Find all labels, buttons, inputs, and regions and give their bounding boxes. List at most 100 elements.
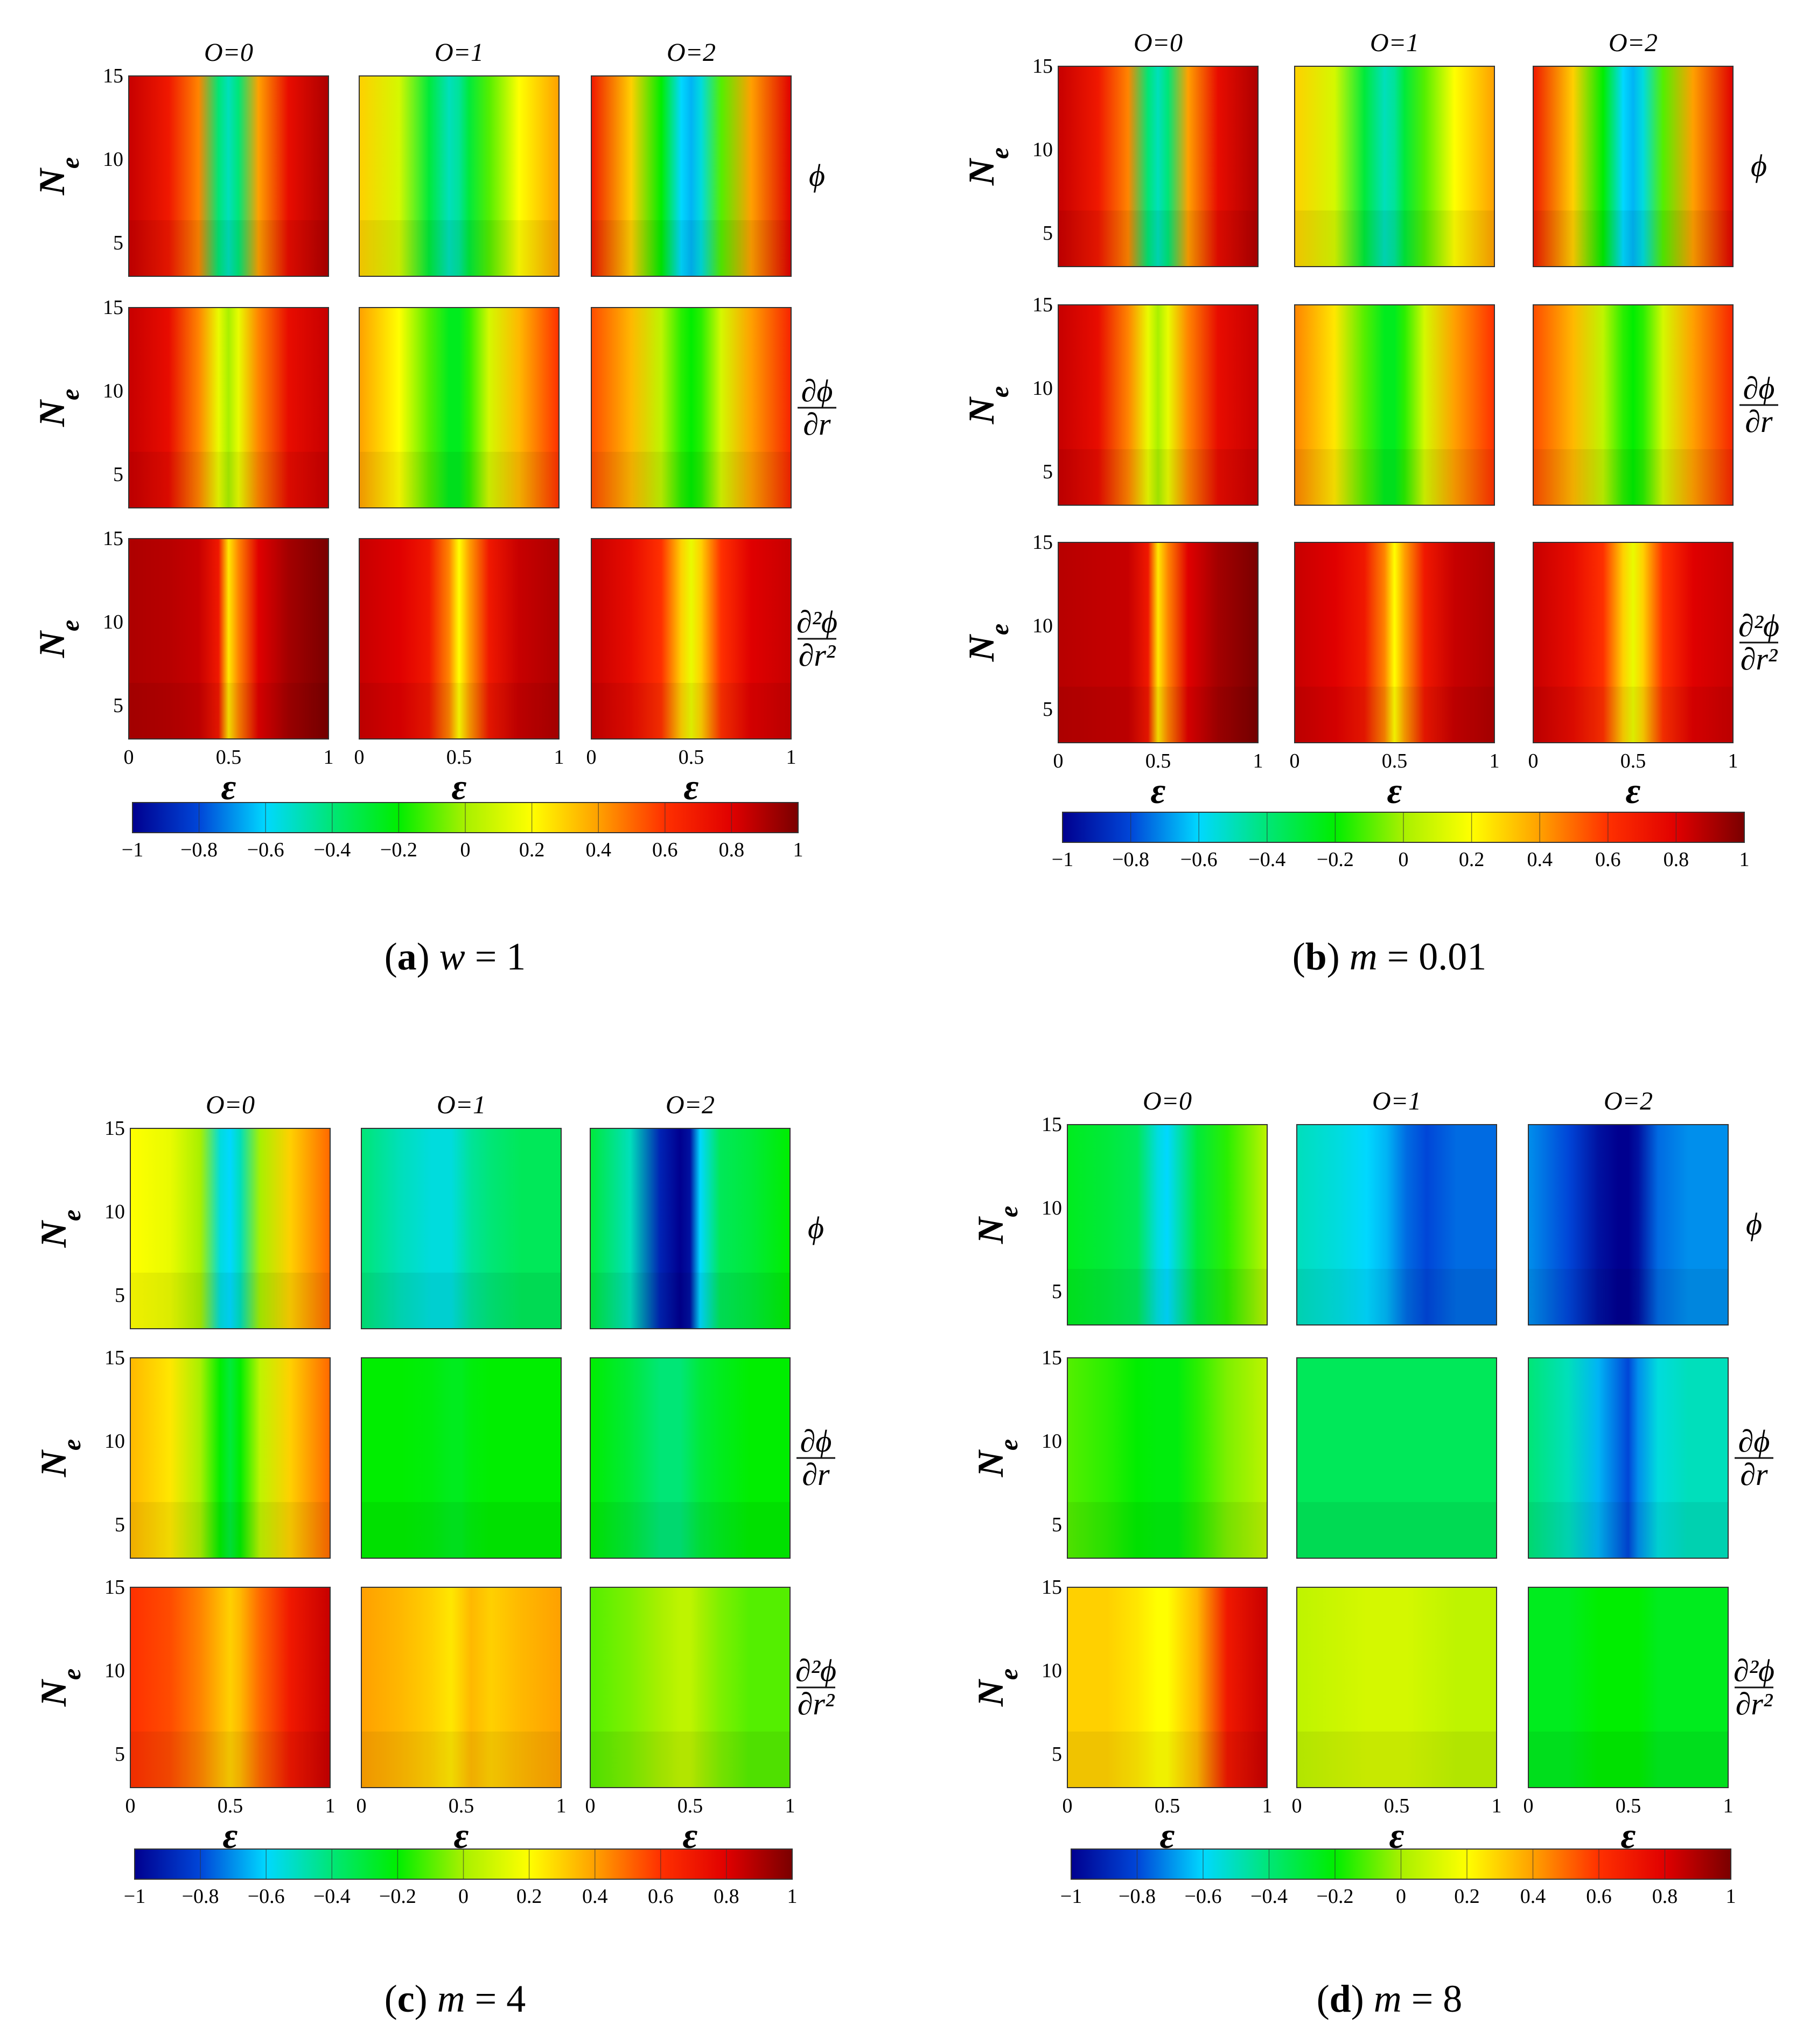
- heatmap-shading: [130, 1272, 330, 1329]
- y-tick-label: 5: [113, 232, 123, 254]
- heatmap-field: [590, 1357, 791, 1559]
- x-tick-label: 0.5: [216, 746, 242, 769]
- row-label: ∂ϕ∂r: [1735, 1424, 1773, 1492]
- y-tick-label: 15: [103, 296, 123, 319]
- x-tick-label: 0.5: [1382, 750, 1408, 772]
- heatmap-cell: [1528, 1587, 1729, 1788]
- y-tick-label: 15: [1042, 1113, 1062, 1136]
- heatmap-shading: [1295, 686, 1494, 743]
- colorbar-tick-label: 0.8: [714, 1885, 739, 1908]
- heatmap-shading: [1067, 1731, 1267, 1788]
- y-tick-label: 15: [1032, 294, 1053, 316]
- heatmap-field: [1533, 542, 1734, 743]
- x-tick-label: 0.5: [1145, 750, 1171, 772]
- heatmap-field: [130, 1587, 331, 1788]
- heatmap-field: [1294, 66, 1495, 267]
- heatmap-cell: [1533, 304, 1734, 506]
- colorbar-tick-label: −0.2: [1317, 848, 1354, 871]
- heatmap-field: [1294, 542, 1495, 743]
- y-axis-label: Ne: [31, 389, 85, 427]
- y-axis-label: Ne: [970, 1669, 1023, 1707]
- panel-caption: (b) m = 0.01: [1292, 935, 1487, 978]
- heatmap-shading: [359, 451, 559, 508]
- y-tick-label: 10: [103, 148, 123, 171]
- y-tick-label: 5: [115, 1743, 125, 1766]
- colorbar-tick-label: 0.6: [648, 1885, 674, 1908]
- heatmap-shading: [359, 682, 559, 739]
- row-label-numerator: ∂²ϕ: [1738, 608, 1779, 643]
- y-axis-label: Ne: [33, 1210, 86, 1248]
- heatmap-cell: [1296, 1357, 1497, 1559]
- colorbar-tick-label: 0: [458, 1885, 469, 1908]
- y-axis-label: Ne: [970, 1439, 1023, 1477]
- panel-caption: (c) m = 4: [385, 1977, 526, 2020]
- row-label: ϕ: [1751, 148, 1767, 183]
- heatmap-field: [1294, 304, 1495, 506]
- panel-caption: (a) w = 1: [385, 935, 526, 978]
- y-tick-label: 15: [104, 1347, 125, 1369]
- y-axis-label: Ne: [31, 157, 85, 196]
- heatmap-cell: [130, 1128, 331, 1329]
- y-tick-label: 15: [1032, 531, 1053, 554]
- heatmap-cell: [1533, 66, 1734, 267]
- heatmap-field: [1533, 304, 1734, 506]
- colorbar-tick-label: −0.2: [379, 1885, 416, 1908]
- heatmap-cell: [128, 75, 329, 277]
- x-axis-label: ε: [452, 766, 467, 807]
- heatmap-shading: [590, 1731, 790, 1788]
- colorbar: −1 −0.8 −0.6 −0.4 −0.2 0 0.2 0.4 0.6 0.8 1: [124, 1848, 798, 1908]
- heatmap-cell: [361, 1357, 562, 1559]
- colorbar-tick-label: −0.2: [1317, 1885, 1354, 1908]
- x-tick-label: 0: [1292, 1795, 1302, 1817]
- x-tick-label: 1: [554, 746, 564, 769]
- column-title: O=1: [1372, 1087, 1421, 1115]
- y-tick-label: 5: [1043, 698, 1053, 721]
- row-label: ϕ: [809, 158, 825, 193]
- colorbar: −1 −0.8 −0.6 −0.4 −0.2 0 0.2 0.4 0.6 0.8 1: [1060, 1848, 1736, 1908]
- heatmap-field: [1067, 1587, 1268, 1788]
- heatmap-cell: [130, 1587, 331, 1788]
- heatmap-shading: [1067, 1268, 1267, 1325]
- heatmap-shading: [1067, 1502, 1267, 1558]
- row-label-numerator: ∂²ϕ: [796, 604, 837, 639]
- colorbar-tick-label: −0.4: [1248, 848, 1285, 871]
- colorbar-tick-label: −1: [1052, 848, 1073, 871]
- colorbar: −1 −0.8 −0.6 −0.4 −0.2 0 0.2 0.4 0.6 0.8 1: [122, 802, 803, 861]
- heatmap-field: [591, 538, 792, 740]
- y-tick-label: 5: [113, 463, 123, 486]
- x-axis-label: ε: [1626, 770, 1641, 811]
- heatmap-shading: [1295, 449, 1494, 505]
- column-title: O=0: [206, 1091, 255, 1119]
- row-label-numerator: ∂ϕ: [1743, 371, 1775, 406]
- heatmap-cell: [1058, 304, 1259, 506]
- heatmap-cell: [1067, 1587, 1268, 1788]
- x-tick-label: 1: [1492, 1795, 1502, 1817]
- y-tick-label: 15: [104, 1117, 125, 1140]
- y-tick-label: 15: [103, 527, 123, 550]
- y-tick-label: 5: [1052, 1743, 1062, 1766]
- x-tick-label: 0.5: [446, 746, 472, 769]
- heatmap-cell: [591, 538, 792, 740]
- y-tick-label: 15: [103, 65, 123, 87]
- heatmap-field: [1067, 1357, 1268, 1559]
- colorbar-tick-label: 0.4: [1527, 848, 1553, 871]
- row-label-denominator: ∂r: [1745, 404, 1773, 439]
- heatmap-field: [590, 1128, 791, 1329]
- y-tick-label: 10: [104, 1201, 125, 1223]
- x-axis-label: ε: [1151, 770, 1166, 811]
- row-label: ∂²ϕ∂r²: [795, 1653, 836, 1721]
- heatmap-field: [1058, 66, 1259, 267]
- heatmap-shading: [129, 682, 329, 739]
- heatmap-cell: [1296, 1587, 1497, 1788]
- colorbar-tick-label: −0.8: [1112, 848, 1149, 871]
- heatmap-shading: [1528, 1502, 1728, 1558]
- colorbar-tick-label: 1: [787, 1885, 798, 1908]
- row-label-numerator: ∂ϕ: [800, 1424, 832, 1459]
- column-title: O=2: [1604, 1087, 1653, 1115]
- column-title: O=0: [1134, 29, 1183, 57]
- x-tick-label: 1: [1723, 1795, 1734, 1817]
- heatmap-shading: [361, 1502, 561, 1558]
- colorbar-tick-label: 0: [460, 839, 471, 861]
